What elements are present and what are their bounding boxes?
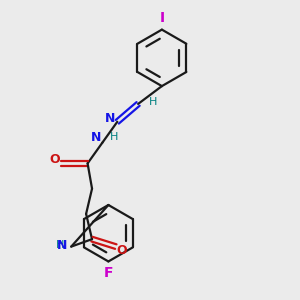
Text: H: H bbox=[56, 240, 64, 250]
Text: H: H bbox=[110, 132, 118, 142]
Text: N: N bbox=[91, 131, 101, 144]
Text: H: H bbox=[148, 98, 157, 107]
Text: F: F bbox=[103, 266, 113, 280]
Text: N: N bbox=[105, 112, 115, 125]
Text: N: N bbox=[57, 238, 68, 252]
Text: I: I bbox=[159, 11, 164, 25]
Text: O: O bbox=[50, 153, 60, 166]
Text: O: O bbox=[116, 244, 127, 257]
